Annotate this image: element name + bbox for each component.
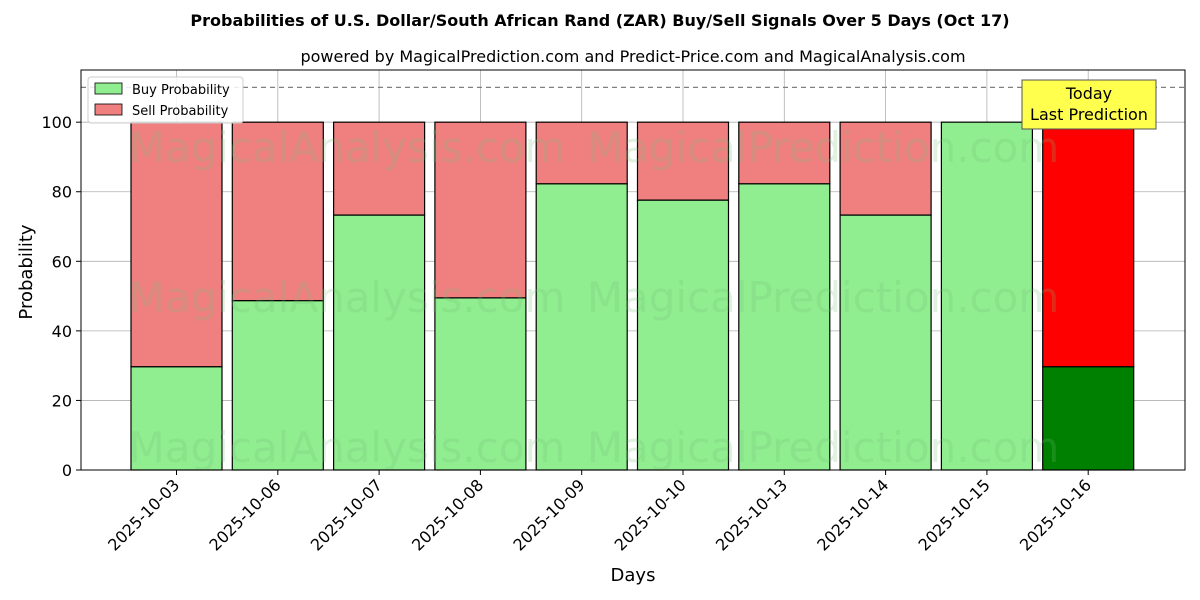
y-tick-label: 40 xyxy=(52,322,72,341)
chart-subtitle: powered by MagicalPrediction.com and Pre… xyxy=(300,47,965,66)
x-tick-label: 2025-10-03 xyxy=(104,475,183,554)
legend: Buy Probability Sell Probability xyxy=(87,76,244,124)
watermark-analysis-top: MagicalAnalysis.com xyxy=(129,123,566,172)
y-tick-label: 100 xyxy=(41,113,72,132)
x-tick-label: 2025-10-13 xyxy=(712,475,791,554)
axes xyxy=(80,69,1186,471)
legend-buy-label: Buy Probability xyxy=(132,83,230,98)
legend-buy-swatch xyxy=(94,82,123,95)
bar-buy xyxy=(839,214,932,471)
today-annotation-box xyxy=(1021,79,1157,130)
bar-buy xyxy=(738,183,831,471)
bar-sell xyxy=(535,121,628,185)
x-tick-label: 2025-10-07 xyxy=(307,475,386,554)
today-annotation: Today Last Prediction xyxy=(1021,79,1157,130)
watermark-analysis-bottom: MagicalAnalysis.com xyxy=(129,423,566,472)
x-tick-label: 2025-10-08 xyxy=(408,475,487,554)
today-annotation-line2: Last Prediction xyxy=(1030,105,1148,124)
bar-buy xyxy=(434,297,527,471)
watermark-analysis-mid: MagicalAnalysis.com xyxy=(129,273,566,322)
y-tick-label: 80 xyxy=(52,183,72,202)
x-tick-label: 2025-10-06 xyxy=(205,475,284,554)
bar-buy xyxy=(636,199,730,471)
x-tick-label: 2025-10-14 xyxy=(813,475,892,554)
bar-buy xyxy=(940,121,1034,471)
y-tick-label: 0 xyxy=(62,461,72,480)
x-tick-label: 2025-10-16 xyxy=(1016,475,1095,554)
bar-sell xyxy=(738,121,831,185)
x-tick-label: 2025-10-15 xyxy=(915,475,994,554)
bar-sell xyxy=(839,121,932,216)
bar-sell xyxy=(333,121,426,216)
bar-sell xyxy=(636,121,730,201)
watermarks: MagicalAnalysis.com MagicalPrediction.co… xyxy=(129,123,1060,472)
y-tick-label: 60 xyxy=(52,252,72,271)
legend-sell-label: Sell Probability xyxy=(132,104,229,119)
bar-sell xyxy=(130,121,223,368)
legend-frame xyxy=(87,76,244,124)
bar-buy xyxy=(333,214,426,471)
chart-title: Probabilities of U.S. Dollar/South Afric… xyxy=(190,11,1009,30)
watermark-prediction-mid: MagicalPrediction.com xyxy=(587,273,1060,322)
watermark-prediction-bottom: MagicalPrediction.com xyxy=(587,423,1060,472)
bars xyxy=(130,121,1135,471)
bar-sell xyxy=(231,121,324,302)
y-axis-label: Probability xyxy=(16,224,37,319)
today-annotation-line1: Today xyxy=(1065,84,1112,103)
x-tick-label: 2025-10-09 xyxy=(509,475,588,554)
x-axis-label: Days xyxy=(611,565,656,586)
x-tick-label: 2025-10-10 xyxy=(611,475,690,554)
bar-buy xyxy=(535,183,628,471)
legend-sell-swatch xyxy=(94,103,123,116)
watermark-prediction-top: MagicalPrediction.com xyxy=(587,123,1060,172)
bar-sell xyxy=(434,121,527,299)
bar-sell xyxy=(1042,121,1135,368)
y-tick-label: 20 xyxy=(52,391,72,410)
plot-frame xyxy=(80,69,1186,471)
